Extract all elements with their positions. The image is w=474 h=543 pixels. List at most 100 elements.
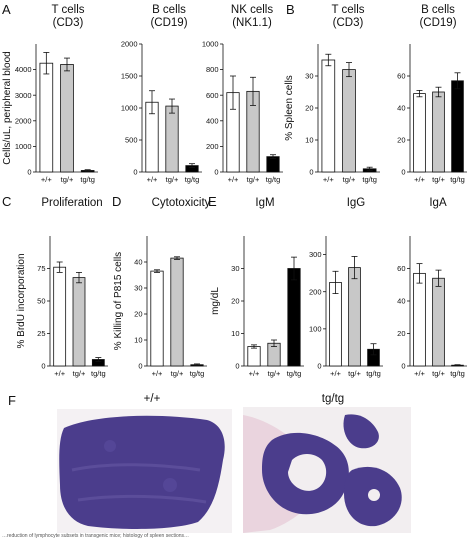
e2-xtick-label-3: tg/tg (366, 369, 381, 378)
b1-xtick-label-2: tg/+ (343, 175, 356, 184)
c1-xtick-label-3: tg/tg (91, 369, 106, 378)
e3-xtick-label-2: tg/+ (432, 369, 445, 378)
b1-bar-2 (342, 69, 356, 173)
e1-title: IgM (255, 197, 274, 209)
e1-xtick-label-1: +/+ (249, 369, 260, 378)
e1-xtick-label-2: tg/+ (268, 369, 281, 378)
b2-xtick-label-2: tg/+ (432, 175, 445, 184)
chart-b1: B T cells(CD3) % Spleen cells 0 10 20 30 +/+ tg/… (284, 2, 380, 184)
a3-ytick-label: 800 (206, 65, 219, 74)
e1-bar-1 (247, 346, 261, 367)
d1-ytick-label: 20 (134, 310, 142, 319)
d1-ytick-label: 10 (134, 336, 142, 345)
e3-bar-1 (413, 272, 426, 367)
b2-ytick-label: 40 (397, 104, 405, 113)
a2-xtick-label-2: tg/+ (166, 175, 179, 184)
c1-title: Proliferation (41, 197, 102, 209)
b1-ytick-label: 20 (305, 104, 313, 113)
chart-a1: A T cells(CD3) Cells/uL, peripheral blood 0… (2, 2, 98, 184)
b1-ylabel: % Spleen cells (284, 75, 295, 141)
histology-image-wildtype (57, 409, 232, 533)
d1-ytick-label: 30 (134, 284, 142, 293)
panel-letter-C: C (2, 194, 11, 209)
histology-label-wildtype: +/+ (144, 393, 161, 405)
c1-ytick-label: 25 (37, 329, 45, 338)
e3-xtick-label-1: +/+ (414, 369, 425, 378)
d1-xtick-label-2: tg/+ (171, 369, 184, 378)
a1-title: T cells (51, 4, 84, 16)
e3-ytick-label: 40 (397, 297, 405, 306)
b1-ytick-label: 30 (305, 72, 313, 81)
a1-ytick-label: 4000 (15, 65, 32, 74)
chart-c1: C Proliferation % BrdU incorporation 0 25 50 7… (2, 194, 108, 378)
e3-ytick-label: 60 (397, 264, 405, 273)
d1-ytick-label: 0 (138, 362, 142, 371)
b1-ytick-label: 0 (309, 168, 313, 177)
a1-xtick-label-3: tg/tg (80, 175, 95, 184)
panel-letter-B: B (286, 2, 295, 17)
c1-xtick-label-2: tg/+ (73, 369, 86, 378)
e2-xtick-label-1: +/+ (330, 369, 341, 378)
b1-title: T cells (331, 4, 364, 16)
b1-ytick-label: 10 (305, 136, 313, 145)
c1-bar-1 (53, 266, 67, 367)
a3-ytick-label: 600 (206, 91, 219, 100)
histology-image-transgenic (243, 407, 411, 533)
a1-ytick-label: 3000 (15, 91, 32, 100)
e2-ytick-label: 200 (309, 287, 322, 296)
a3-ytick-label: 1000 (202, 40, 219, 49)
d1-ytick-label: 40 (134, 258, 142, 267)
e3-ytick-label: 0 (401, 362, 405, 371)
c1-ytick-label: 50 (37, 297, 45, 306)
e3-xtick-label-3: tg/tg (450, 369, 465, 378)
a3-ytick-label: 400 (206, 116, 219, 125)
panel-letter-D: D (112, 194, 121, 209)
c1-xtick-label-1: +/+ (54, 369, 65, 378)
a2-ytick-label: 1000 (121, 104, 138, 113)
a1-subtitle: (CD3) (53, 17, 84, 29)
e3-ytick-label: 20 (397, 329, 405, 338)
a1-bar-1 (39, 62, 54, 173)
a2-xtick-label-3: tg/tg (185, 175, 200, 184)
a1-ytick-label: 2000 (15, 116, 32, 125)
b1-bar-1 (321, 59, 336, 173)
b2-xtick-label-3: tg/tg (450, 175, 465, 184)
b2-title: B cells (421, 4, 455, 16)
d1-bar-1 (150, 270, 164, 367)
a2-subtitle: (CD19) (150, 17, 187, 29)
panel-letter-E: E (208, 194, 217, 209)
e1-ytick-label: 20 (231, 297, 239, 306)
e3-title: IgA (429, 197, 447, 209)
b2-subtitle: (CD19) (419, 17, 456, 29)
a2-bar-2 (165, 105, 179, 173)
e1-ytick-label: 0 (235, 362, 239, 371)
chart-e1: E IgM mg/dL 0 10 20 30 +/+ tg/+ tg/tg (208, 194, 304, 378)
a2-title: B cells (152, 4, 186, 16)
figure-caption: …reduction of lymphocyte subsets in tran… (2, 533, 190, 539)
b1-subtitle: (CD3) (333, 17, 364, 29)
b2-bar-2 (432, 91, 445, 173)
b2-bar-3 (451, 80, 464, 173)
e2-ytick-label: 100 (309, 324, 322, 333)
a1-ylabel: Cells/uL, peripheral blood (2, 51, 13, 164)
a3-ytick-label: 200 (206, 142, 219, 151)
a1-ytick-label: 0 (27, 168, 31, 177)
e1-ytick-label: 30 (231, 264, 239, 273)
d1-ylabel: % Killing of P815 cells (113, 252, 124, 350)
chart-e2: IgG 0 100 200 300 +/+ tg/+ tg/tg (309, 197, 383, 378)
a3-xtick-label-1: +/+ (228, 175, 239, 184)
chart-a3: NK cells(NK1.1) 0 200 400 600 800 1000 +/+ tg/+ t… (202, 4, 283, 184)
e2-bar-2 (348, 267, 361, 367)
c1-ylabel: % BrdU incorporation (16, 253, 27, 348)
c1-bar-2 (72, 277, 86, 367)
a3-subtitle: (NK1.1) (232, 17, 272, 29)
e1-ylabel: mg/dL (210, 287, 221, 315)
e1-bar-3 (287, 268, 301, 367)
a1-ytick-label: 1000 (15, 142, 32, 151)
e2-title: IgG (347, 197, 366, 209)
a2-ytick-label: 2000 (121, 40, 138, 49)
e2-xtick-label-2: tg/+ (348, 369, 361, 378)
d1-xtick-label-3: tg/tg (190, 369, 205, 378)
a2-ytick-label: 1500 (121, 72, 138, 81)
